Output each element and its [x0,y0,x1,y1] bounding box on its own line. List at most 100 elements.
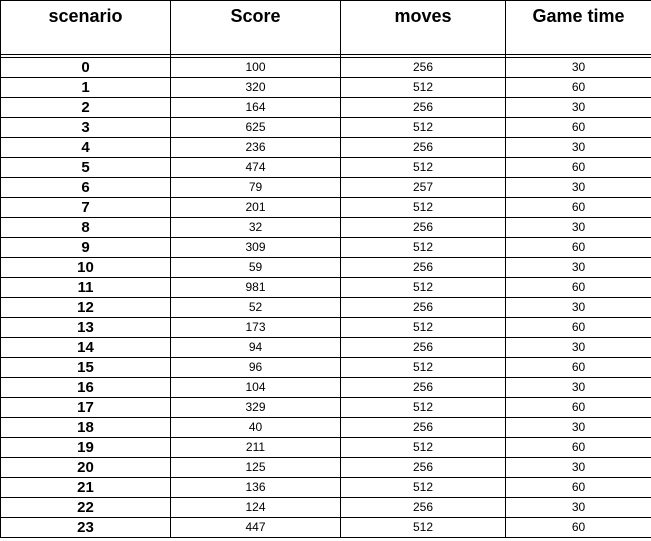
table-row: 10 59 256 30 [0,257,651,278]
game-time-cell: 60 [505,237,651,258]
table-row: 15 96 512 60 [0,357,651,378]
game-time-cell: 60 [505,317,651,338]
table-row: 18 40 256 30 [0,417,651,438]
scenario-cell: 21 [0,477,171,498]
moves-cell: 256 [340,417,506,438]
moves-cell: 256 [340,57,506,78]
header-moves: moves [340,0,506,55]
score-cell: 104 [170,377,341,398]
game-time-cell: 30 [505,297,651,318]
scenario-cell: 7 [0,197,171,218]
score-cell: 79 [170,177,341,198]
score-cell: 59 [170,257,341,278]
game-time-cell: 60 [505,477,651,498]
game-time-cell: 60 [505,197,651,218]
game-time-cell: 30 [505,337,651,358]
moves-cell: 257 [340,177,506,198]
moves-cell: 512 [340,437,506,458]
score-cell: 201 [170,197,341,218]
scenario-cell: 5 [0,157,171,178]
moves-cell: 512 [340,357,506,378]
table-row: 1 320 512 60 [0,77,651,98]
scenario-cell: 8 [0,217,171,238]
header-scenario: scenario [0,0,171,55]
score-cell: 173 [170,317,341,338]
score-cell: 124 [170,497,341,518]
game-time-cell: 30 [505,177,651,198]
scenario-cell: 9 [0,237,171,258]
moves-cell: 512 [340,157,506,178]
moves-cell: 256 [340,257,506,278]
table-row: 11 981 512 60 [0,277,651,298]
moves-cell: 512 [340,237,506,258]
scenario-cell: 16 [0,377,171,398]
score-cell: 474 [170,157,341,178]
moves-cell: 256 [340,457,506,478]
game-time-cell: 60 [505,517,651,538]
moves-cell: 512 [340,77,506,98]
scenario-cell: 23 [0,517,171,538]
game-time-cell: 60 [505,277,651,298]
moves-cell: 256 [340,497,506,518]
table-row: 13 173 512 60 [0,317,651,338]
score-cell: 236 [170,137,341,158]
score-cell: 164 [170,97,341,118]
table-row: 7 201 512 60 [0,197,651,218]
table-body: 0 100 256 30 1 320 512 60 2 164 256 30 3 625 512 60 4 236… [0,54,651,538]
scenario-cell: 20 [0,457,171,478]
table-row: 2 164 256 30 [0,97,651,118]
game-time-cell: 30 [505,497,651,518]
moves-cell: 256 [340,217,506,238]
scenario-cell: 19 [0,437,171,458]
moves-cell: 512 [340,277,506,298]
scenario-cell: 14 [0,337,171,358]
score-cell: 625 [170,117,341,138]
table-row: 16 104 256 30 [0,377,651,398]
game-time-cell: 60 [505,157,651,178]
game-time-cell: 30 [505,217,651,238]
scenario-cell: 1 [0,77,171,98]
score-cell: 309 [170,237,341,258]
game-time-cell: 30 [505,257,651,278]
table-row: 17 329 512 60 [0,397,651,418]
moves-cell: 512 [340,317,506,338]
moves-cell: 512 [340,477,506,498]
table-row: 4 236 256 30 [0,137,651,158]
scenario-cell: 4 [0,137,171,158]
scenario-cell: 6 [0,177,171,198]
scenario-cell: 0 [0,57,171,78]
score-cell: 52 [170,297,341,318]
moves-cell: 256 [340,337,506,358]
table-row: 21 136 512 60 [0,477,651,498]
score-cell: 211 [170,437,341,458]
game-time-cell: 60 [505,117,651,138]
scenario-cell: 22 [0,497,171,518]
table-row: 20 125 256 30 [0,457,651,478]
score-cell: 447 [170,517,341,538]
table-row: 8 32 256 30 [0,217,651,238]
game-time-cell: 30 [505,97,651,118]
game-time-cell: 60 [505,437,651,458]
moves-cell: 256 [340,377,506,398]
game-time-cell: 30 [505,417,651,438]
header-score: Score [170,0,341,55]
header-game-time: Game time [505,0,651,55]
scenario-cell: 2 [0,97,171,118]
scenario-cell: 11 [0,277,171,298]
scenario-cell: 10 [0,257,171,278]
score-cell: 32 [170,217,341,238]
score-cell: 125 [170,457,341,478]
table-row: 9 309 512 60 [0,237,651,258]
scenario-cell: 15 [0,357,171,378]
moves-cell: 512 [340,197,506,218]
score-cell: 136 [170,477,341,498]
score-cell: 981 [170,277,341,298]
table-row: 14 94 256 30 [0,337,651,358]
table-row: 23 447 512 60 [0,517,651,538]
moves-cell: 256 [340,97,506,118]
scenario-cell: 13 [0,317,171,338]
moves-cell: 512 [340,517,506,538]
moves-cell: 256 [340,137,506,158]
game-time-cell: 60 [505,357,651,378]
